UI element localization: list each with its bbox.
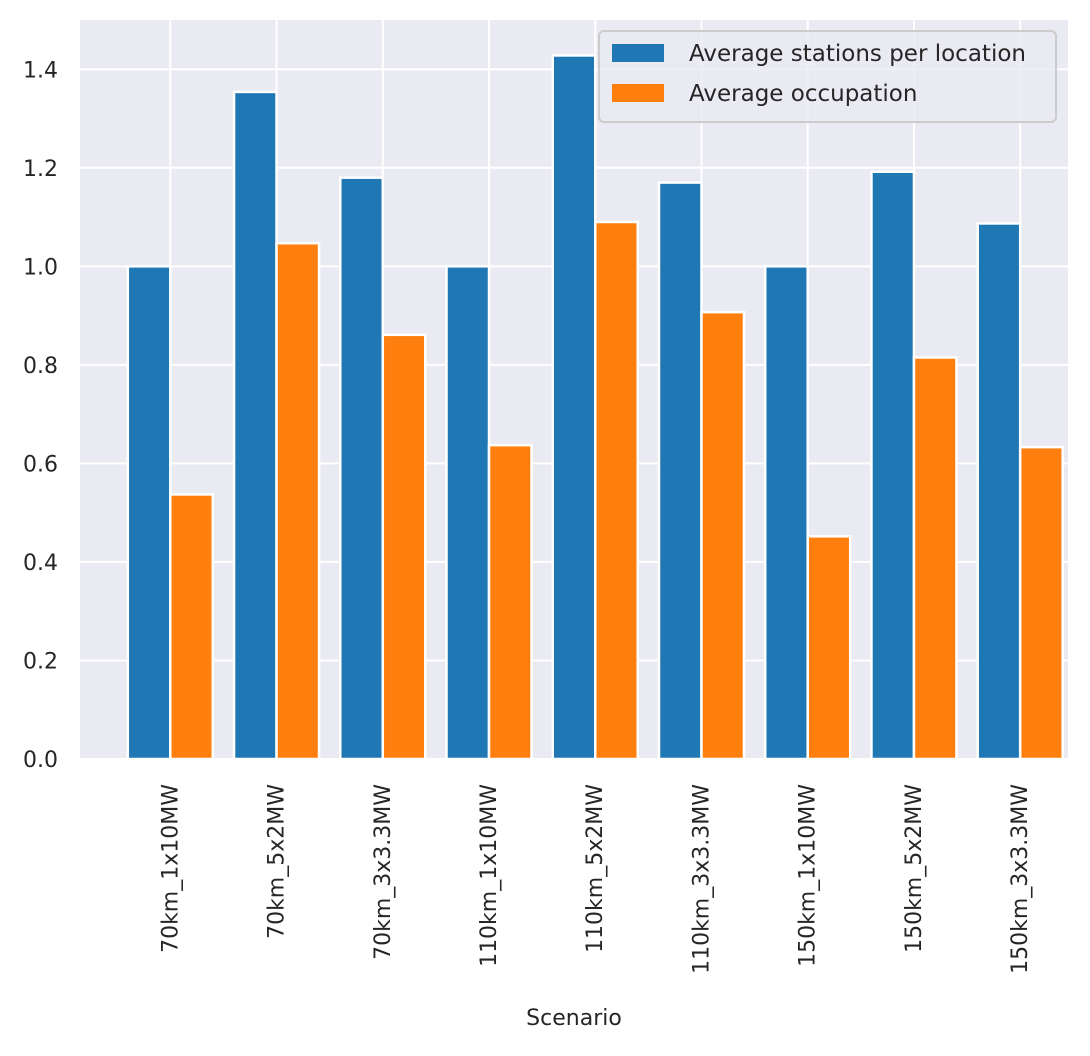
legend-swatch [612, 84, 664, 102]
bar-avg-stations [657, 181, 703, 761]
bar-avg-occupation [1018, 445, 1064, 761]
y-tick-label: 1.2 [23, 157, 58, 182]
legend-label: Average occupation [689, 81, 917, 107]
bar-avg-occupation [806, 535, 852, 761]
bar-avg-stations [445, 265, 491, 761]
y-tick-label: 1.4 [23, 58, 58, 83]
legend: Average stations per location Average occ… [598, 30, 1057, 123]
x-tick-label: 150km_3x3.3MW [1008, 784, 1033, 974]
y-tick-label: 0.4 [23, 551, 58, 576]
x-tick-label: 70km_3x3.3MW [371, 784, 396, 960]
bar-avg-occupation [381, 333, 427, 761]
legend-label: Average stations per location [689, 41, 1026, 67]
bar-avg-occupation [169, 493, 215, 761]
y-tick-labels: 0.0 0.2 0.4 0.6 0.8 1.0 1.2 1.4 [23, 58, 58, 773]
bar-avg-stations [870, 170, 916, 761]
y-tick-label: 0.2 [23, 649, 58, 674]
bars [126, 54, 1064, 761]
bar-avg-stations [551, 54, 597, 761]
x-tick-label: 110km_5x2MW [583, 784, 608, 953]
x-tick-label: 110km_3x3.3MW [689, 784, 714, 974]
x-tick-label: 70km_5x2MW [265, 784, 290, 939]
x-axis-label: Scenario [526, 1006, 622, 1031]
bar-avg-stations [339, 176, 385, 761]
bar-avg-occupation [487, 443, 533, 761]
bar-avg-stations [763, 265, 809, 761]
x-tick-labels: 70km_1x10MW 70km_5x2MW 70km_3x3.3MW 110km_1… [158, 784, 1033, 974]
y-tick-label: 0.0 [23, 748, 58, 773]
bar-avg-stations [232, 90, 278, 761]
bar-avg-stations [126, 265, 172, 761]
bar-avg-occupation [700, 310, 746, 761]
x-tick-label: 110km_1x10MW [477, 784, 502, 967]
x-tick-label: 70km_1x10MW [158, 784, 183, 953]
x-tick-label: 150km_1x10MW [796, 784, 821, 967]
y-tick-label: 0.6 [23, 452, 58, 477]
y-tick-label: 1.0 [23, 255, 58, 280]
legend-swatch [612, 44, 664, 62]
bar-avg-occupation [593, 220, 639, 761]
bar-avg-occupation [275, 241, 321, 761]
bar-avg-occupation [912, 356, 958, 761]
bar-avg-stations [976, 222, 1022, 761]
y-tick-label: 0.8 [23, 354, 58, 379]
legend-box [598, 30, 1057, 123]
x-tick-label: 150km_5x2MW [902, 784, 927, 953]
